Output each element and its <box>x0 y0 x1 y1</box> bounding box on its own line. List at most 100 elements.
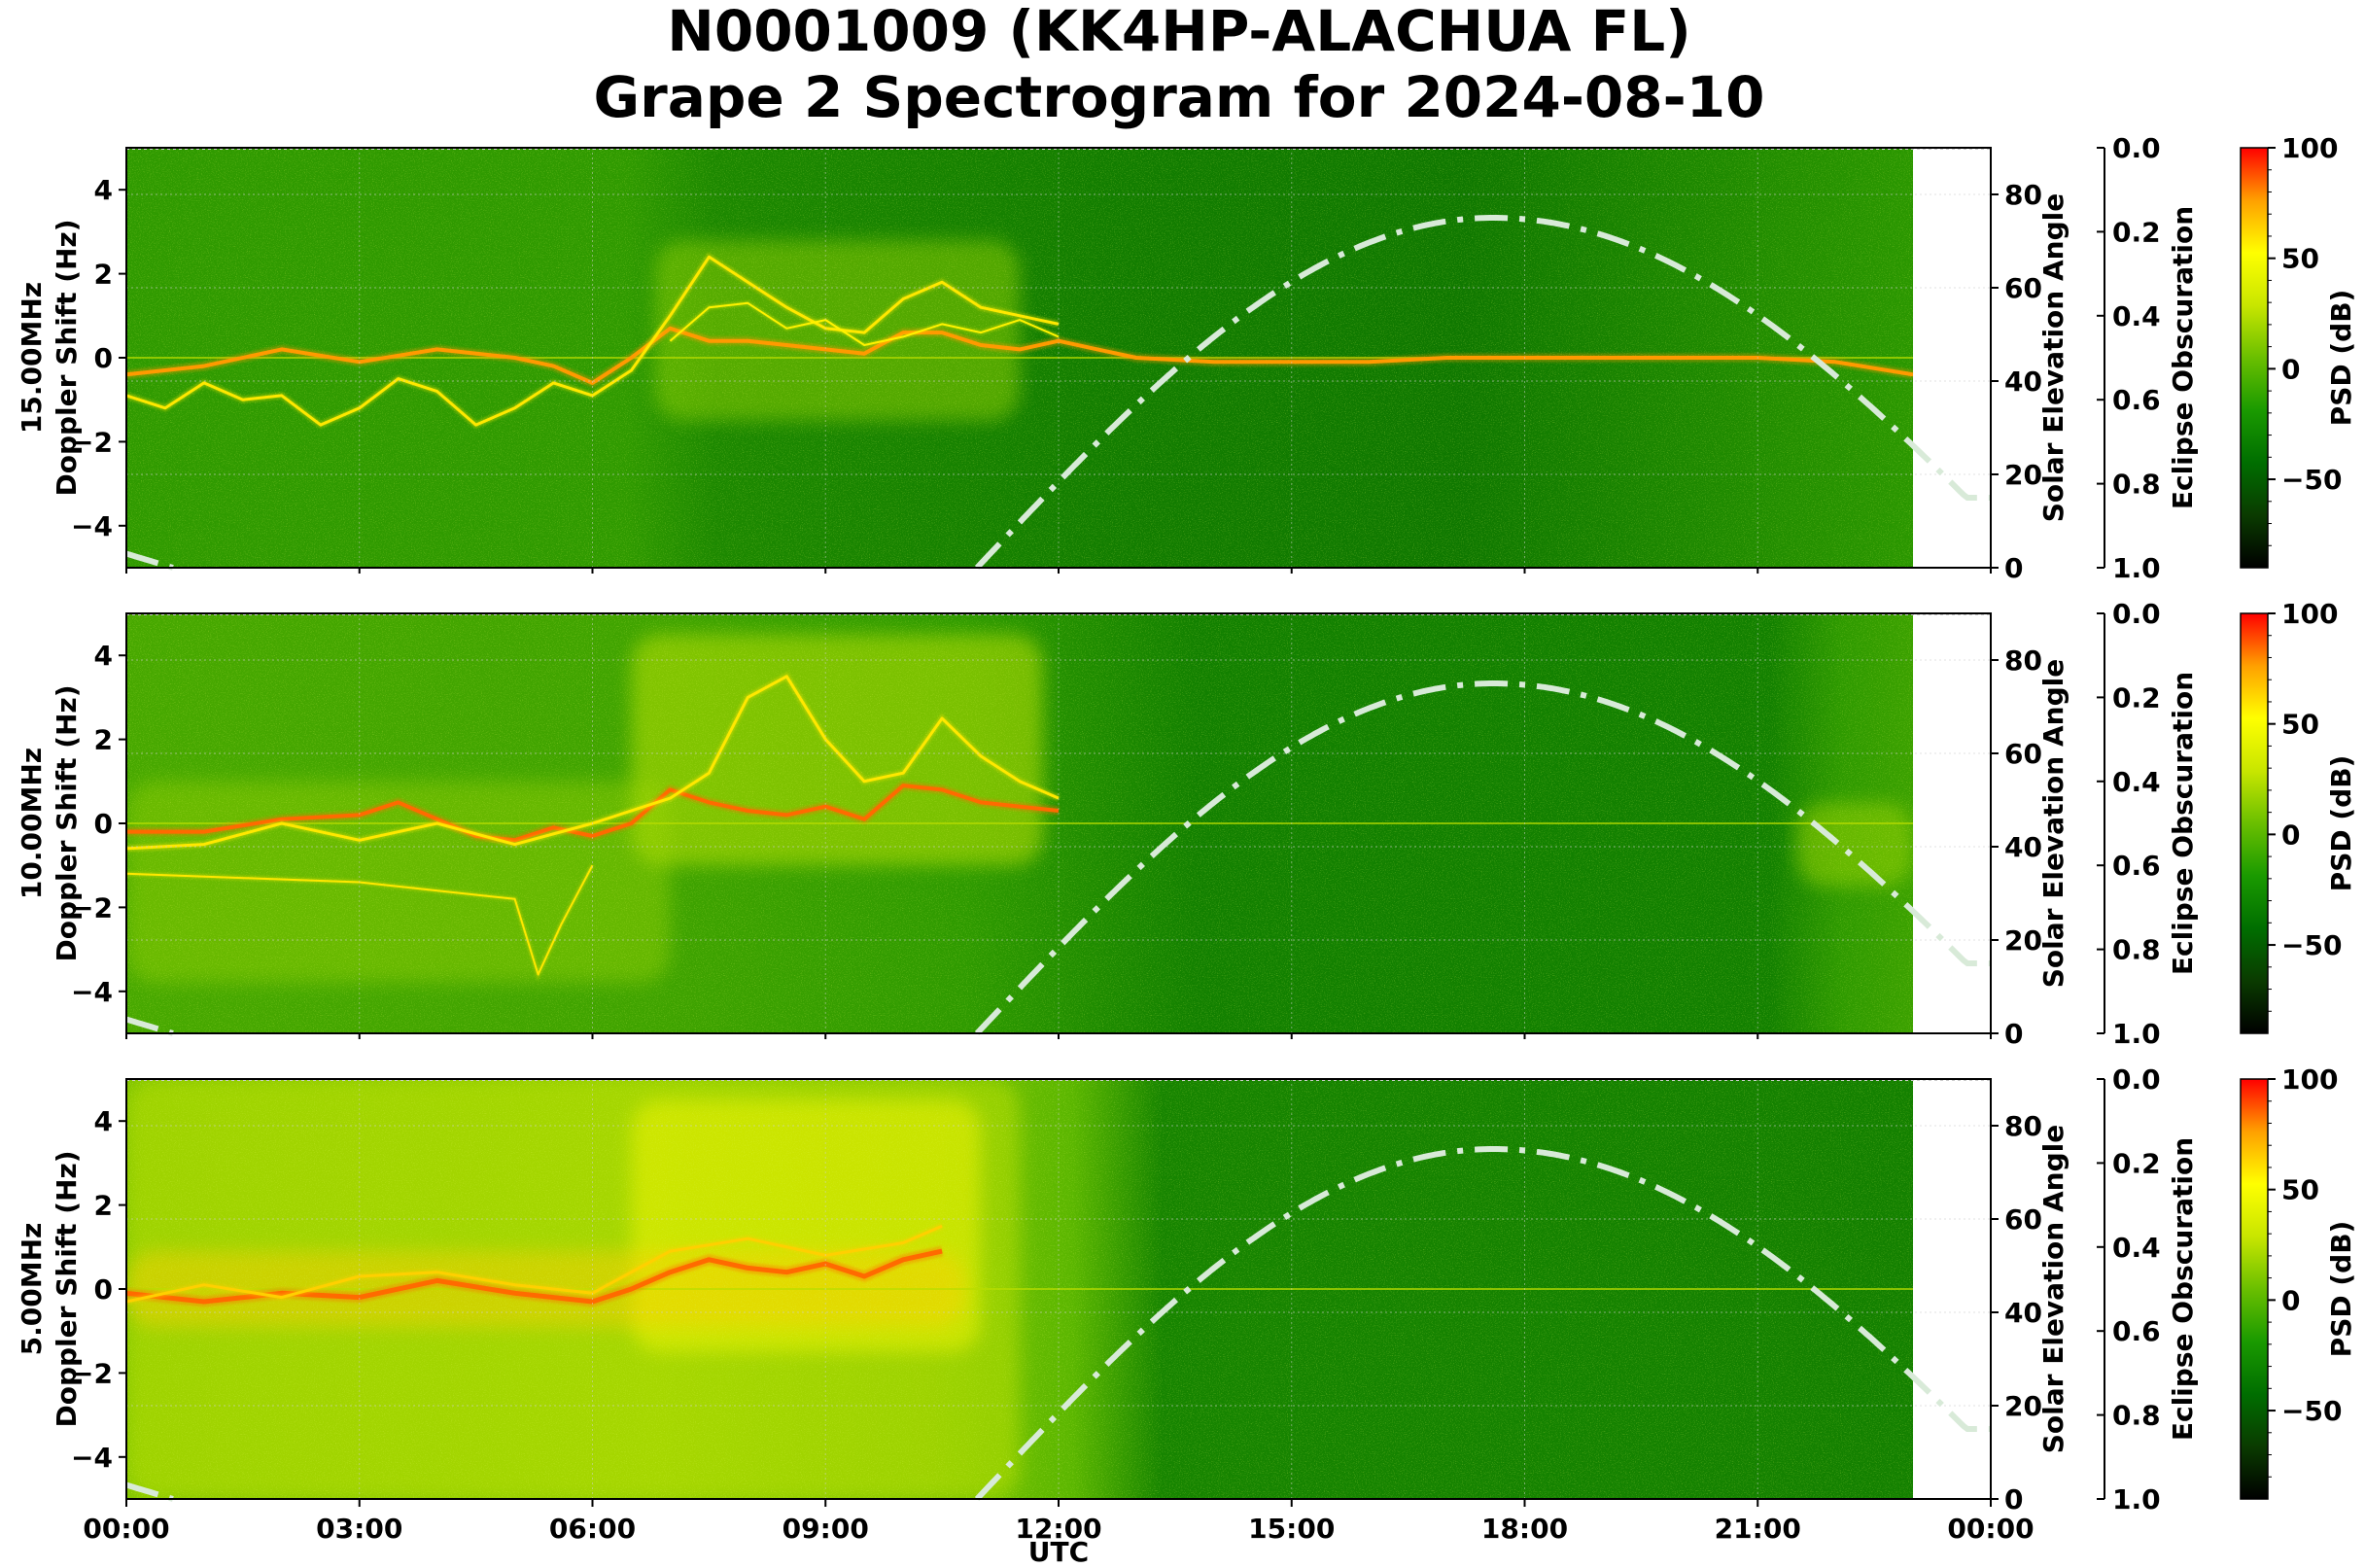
colorbar-label: PSD (dB) <box>2325 755 2357 892</box>
y-axis-label: Doppler Shift (Hz) <box>51 684 83 961</box>
x-tick-label: 15:00 <box>1248 1513 1335 1545</box>
colorbar-tick-label: 100 <box>2281 1063 2338 1096</box>
y-tick-label: 4 <box>94 174 113 206</box>
elevation-tick-label: 20 <box>2004 1390 2042 1422</box>
colorbar-tick-label: −50 <box>2281 1395 2342 1427</box>
colorbar-tick-label: 0 <box>2281 353 2300 385</box>
spectrogram-panels: 420−2−415.00MHz Doppler Shift (Hz)0204060… <box>16 132 2357 1516</box>
solar-elevation-curve <box>974 215 1991 571</box>
x-axis-label: UTC <box>1028 1536 1089 1568</box>
y-tick-label: −2 <box>71 426 113 458</box>
elevation-tick-label: 20 <box>2004 924 2042 957</box>
elevation-tick-label: 80 <box>2004 645 2042 677</box>
y-axis-label: Doppler Shift (Hz) <box>51 219 83 496</box>
eclipse-tick-label: 0.2 <box>2112 216 2161 248</box>
psd-colorbar <box>2240 147 2269 569</box>
x-tick-label: 06:00 <box>549 1513 636 1545</box>
doppler-trace <box>126 675 1060 851</box>
y-axis-label: 10.00MHz <box>16 748 48 899</box>
colorbar-tick-label: 50 <box>2281 243 2319 275</box>
eclipse-tick-label: 0.2 <box>2112 1147 2161 1179</box>
eclipse-tick-label: 0.0 <box>2112 1063 2161 1096</box>
eclipse-tick-label: 0.0 <box>2112 132 2161 164</box>
elevation-tick-label: 0 <box>2004 1483 2023 1516</box>
x-tick-label: 21:00 <box>1715 1513 1801 1545</box>
colorbar-tick-label: 100 <box>2281 598 2338 630</box>
eclipse-tick-label: 1.0 <box>2112 552 2161 584</box>
elevation-tick-label: 80 <box>2004 179 2042 211</box>
solar-elevation-curve <box>974 680 1991 1036</box>
y-tick-label: 2 <box>94 724 113 756</box>
elevation-tick-label: 80 <box>2004 1110 2042 1142</box>
colorbar-label: PSD (dB) <box>2325 1221 2357 1358</box>
elevation-tick-label: 60 <box>2004 272 2042 304</box>
y-axis-label: 5.00MHz <box>16 1223 48 1356</box>
elevation-tick-label: 40 <box>2004 831 2042 863</box>
y-tick-label: −4 <box>71 510 113 542</box>
y-tick-label: 2 <box>94 259 113 291</box>
x-tick-label: 18:00 <box>1481 1513 1568 1545</box>
eclipse-tick-label: 1.0 <box>2112 1018 2161 1050</box>
solar-elevation-curve <box>125 1481 174 1502</box>
y-tick-label: −2 <box>71 891 113 923</box>
eclipse-tick-label: 0.6 <box>2112 850 2161 882</box>
x-tick-label: 09:00 <box>783 1513 869 1545</box>
y-axis-label: Doppler Shift (Hz) <box>51 1150 83 1427</box>
elevation-tick-label: 40 <box>2004 366 2042 398</box>
elevation-axis-label: Solar Elevation Angle <box>2037 193 2069 522</box>
elevation-tick-label: 40 <box>2004 1297 2042 1329</box>
elevation-tick-label: 0 <box>2004 1018 2023 1050</box>
eclipse-tick-label: 0.4 <box>2112 1232 2161 1264</box>
colorbar-tick-label: 50 <box>2281 709 2319 741</box>
eclipse-axis-label: Eclipse Obscuration <box>2167 206 2199 509</box>
colorbar-tick-label: 50 <box>2281 1174 2319 1206</box>
eclipse-tick-label: 0.8 <box>2112 934 2161 966</box>
elevation-axis-label: Solar Elevation Angle <box>2037 659 2069 988</box>
doppler-trace <box>669 301 1060 346</box>
panel-15MHz: 420−2−415.00MHz Doppler Shift (Hz)0204060… <box>16 132 2357 584</box>
eclipse-tick-label: 0.8 <box>2112 469 2161 501</box>
colorbar-tick-label: 0 <box>2281 819 2300 851</box>
elevation-axis-label: Solar Elevation Angle <box>2037 1125 2069 1453</box>
doppler-trace <box>126 1224 943 1304</box>
y-tick-label: 0 <box>94 342 113 374</box>
y-tick-label: 4 <box>94 1105 113 1137</box>
y-axis-label: 15.00MHz <box>16 282 48 434</box>
y-tick-label: −4 <box>71 1442 113 1474</box>
eclipse-tick-label: 0.4 <box>2112 300 2161 332</box>
colorbar-tick-label: −50 <box>2281 464 2342 496</box>
eclipse-tick-label: 0.4 <box>2112 766 2161 798</box>
solar-elevation-curve <box>125 1016 174 1036</box>
y-tick-label: 2 <box>94 1190 113 1222</box>
spectrogram-heatmap <box>126 1079 1914 1499</box>
y-tick-label: 0 <box>94 1273 113 1306</box>
x-tick-label: 00:00 <box>83 1513 169 1545</box>
panel-5MHz: 420−2−45.00MHz Doppler Shift (Hz)02040608… <box>16 1063 2357 1516</box>
figure-title-line1: N0001009 (KK4HP-ALACHUA FL) <box>667 0 1690 64</box>
spectrogram-heatmap <box>126 613 1914 1033</box>
doppler-trace <box>126 864 594 976</box>
eclipse-axis-label: Eclipse Obscuration <box>2167 672 2199 975</box>
eclipse-tick-label: 0.0 <box>2112 598 2161 630</box>
elevation-tick-label: 60 <box>2004 738 2042 770</box>
doppler-trace <box>126 1248 943 1305</box>
y-tick-label: −2 <box>71 1357 113 1389</box>
solar-elevation-curve <box>125 550 174 571</box>
eclipse-tick-label: 0.2 <box>2112 681 2161 714</box>
y-tick-label: −4 <box>71 976 113 1008</box>
eclipse-tick-label: 0.6 <box>2112 384 2161 416</box>
psd-colorbar <box>2240 612 2269 1034</box>
eclipse-tick-label: 0.6 <box>2112 1315 2161 1347</box>
x-tick-label: 03:00 <box>316 1513 402 1545</box>
x-tick-label: 12:00 <box>1015 1513 1101 1545</box>
psd-colorbar <box>2240 1078 2269 1500</box>
y-tick-label: 0 <box>94 808 113 840</box>
eclipse-tick-label: 0.8 <box>2112 1400 2161 1432</box>
x-tick-label: 00:00 <box>1947 1513 2034 1545</box>
eclipse-axis-label: Eclipse Obscuration <box>2167 1137 2199 1441</box>
y-tick-label: 4 <box>94 640 113 672</box>
colorbar-tick-label: −50 <box>2281 929 2342 961</box>
colorbar-tick-label: 0 <box>2281 1284 2300 1316</box>
eclipse-tick-label: 1.0 <box>2112 1483 2161 1516</box>
